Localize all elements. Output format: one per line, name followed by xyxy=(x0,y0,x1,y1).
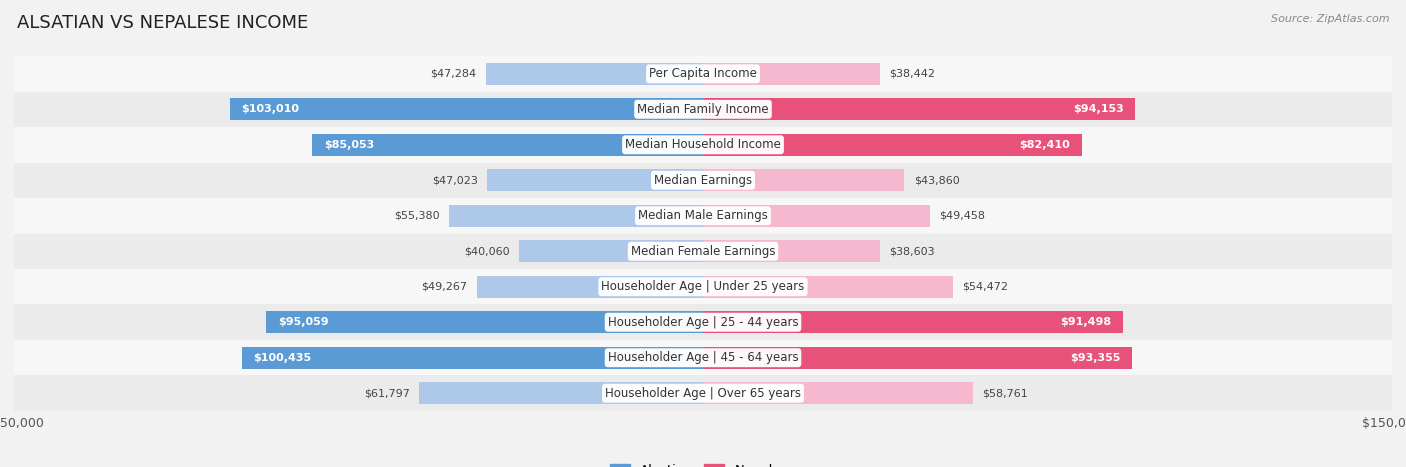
Bar xyxy=(14,92,1392,127)
Bar xyxy=(703,240,880,262)
Text: $43,860: $43,860 xyxy=(914,175,959,185)
Bar xyxy=(266,311,703,333)
Legend: Alsatian, Nepalese: Alsatian, Nepalese xyxy=(605,459,801,467)
Bar xyxy=(14,163,1392,198)
Text: $38,603: $38,603 xyxy=(890,246,935,256)
Bar xyxy=(703,205,931,227)
Text: Source: ZipAtlas.com: Source: ZipAtlas.com xyxy=(1271,14,1389,24)
Text: $94,153: $94,153 xyxy=(1073,104,1123,114)
Bar xyxy=(14,269,1392,304)
Text: $47,284: $47,284 xyxy=(430,69,477,79)
Bar xyxy=(231,98,703,120)
Text: $100,435: $100,435 xyxy=(253,353,311,363)
Bar xyxy=(703,134,1081,156)
Bar xyxy=(703,347,1132,369)
Bar xyxy=(703,98,1136,120)
Bar xyxy=(703,169,904,191)
Text: $82,410: $82,410 xyxy=(1019,140,1070,150)
Bar xyxy=(242,347,703,369)
Text: Householder Age | Over 65 years: Householder Age | Over 65 years xyxy=(605,387,801,400)
Text: $55,380: $55,380 xyxy=(394,211,440,221)
Bar xyxy=(449,205,703,227)
Bar xyxy=(14,56,1392,92)
Text: Householder Age | 25 - 44 years: Householder Age | 25 - 44 years xyxy=(607,316,799,329)
Bar xyxy=(519,240,703,262)
Text: $58,761: $58,761 xyxy=(981,388,1028,398)
Text: $40,060: $40,060 xyxy=(464,246,510,256)
Text: $103,010: $103,010 xyxy=(242,104,299,114)
Bar xyxy=(486,169,703,191)
Bar xyxy=(14,198,1392,234)
Bar xyxy=(14,340,1392,375)
Bar xyxy=(419,382,703,404)
Bar xyxy=(14,375,1392,411)
Text: Per Capita Income: Per Capita Income xyxy=(650,67,756,80)
Bar xyxy=(312,134,703,156)
Bar xyxy=(14,234,1392,269)
Bar xyxy=(703,63,880,85)
Text: $54,472: $54,472 xyxy=(962,282,1008,292)
Text: ALSATIAN VS NEPALESE INCOME: ALSATIAN VS NEPALESE INCOME xyxy=(17,14,308,32)
Text: $91,498: $91,498 xyxy=(1060,317,1112,327)
Text: Householder Age | 45 - 64 years: Householder Age | 45 - 64 years xyxy=(607,351,799,364)
Text: $49,267: $49,267 xyxy=(422,282,468,292)
Text: $85,053: $85,053 xyxy=(323,140,374,150)
Text: $49,458: $49,458 xyxy=(939,211,986,221)
Text: Median Earnings: Median Earnings xyxy=(654,174,752,187)
Text: Median Family Income: Median Family Income xyxy=(637,103,769,116)
Text: Median Male Earnings: Median Male Earnings xyxy=(638,209,768,222)
Text: Householder Age | Under 25 years: Householder Age | Under 25 years xyxy=(602,280,804,293)
Text: $38,442: $38,442 xyxy=(889,69,935,79)
Bar xyxy=(703,382,973,404)
Bar xyxy=(486,63,703,85)
Text: $61,797: $61,797 xyxy=(364,388,411,398)
Text: $47,023: $47,023 xyxy=(432,175,478,185)
Text: $95,059: $95,059 xyxy=(278,317,329,327)
Bar xyxy=(703,276,953,298)
Text: Median Household Income: Median Household Income xyxy=(626,138,780,151)
Bar xyxy=(14,127,1392,163)
Text: $93,355: $93,355 xyxy=(1070,353,1121,363)
Bar xyxy=(703,311,1123,333)
Text: Median Female Earnings: Median Female Earnings xyxy=(631,245,775,258)
Bar xyxy=(477,276,703,298)
Bar xyxy=(14,304,1392,340)
